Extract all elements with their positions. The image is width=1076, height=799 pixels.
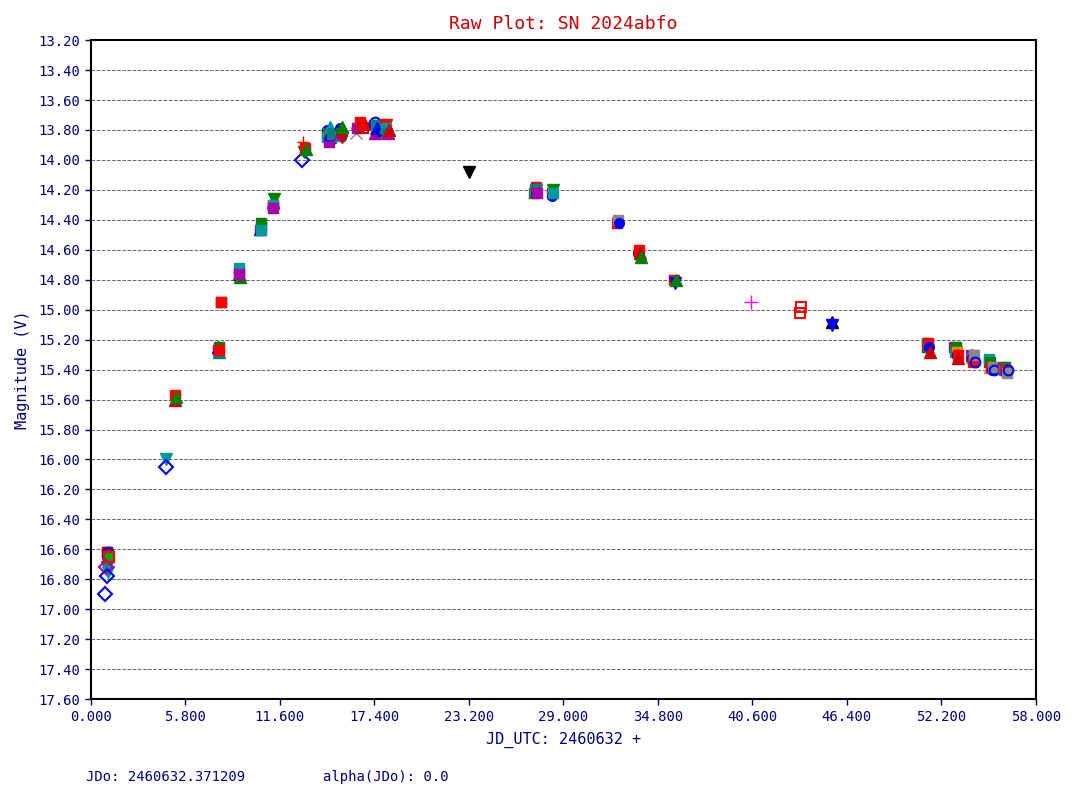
Title: Raw Plot: SN 2024abfo: Raw Plot: SN 2024abfo (449, 15, 678, 33)
Text: JDo: 2460632.371209: JDo: 2460632.371209 (86, 770, 245, 785)
Text: alpha(JDo): 0.0: alpha(JDo): 0.0 (323, 770, 449, 785)
Y-axis label: Magnitude (V): Magnitude (V) (15, 310, 30, 429)
X-axis label: JD_UTC: 2460632 +: JD_UTC: 2460632 + (485, 732, 641, 748)
